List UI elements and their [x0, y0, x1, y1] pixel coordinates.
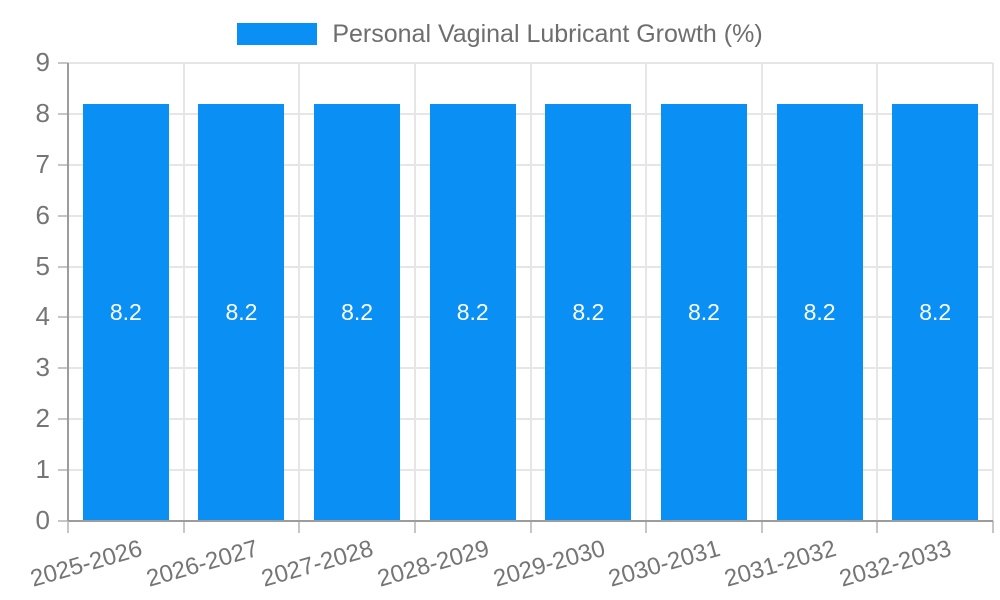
y-tick-mark	[58, 469, 68, 472]
x-tick-mark	[413, 521, 416, 533]
bar[interactable]: 8.2	[429, 103, 516, 521]
y-tick-mark	[58, 520, 68, 522]
x-tick-mark	[760, 521, 763, 533]
chart-legend: Personal Vaginal Lubricant Growth (%)	[0, 19, 1000, 49]
y-tick-mark	[58, 163, 68, 166]
y-tick-label: 4	[35, 301, 50, 332]
y-tick-mark	[58, 112, 68, 115]
bar[interactable]: 8.2	[892, 103, 979, 521]
x-tick-label: 2029-2030	[489, 535, 608, 593]
bar-value-label: 8.2	[341, 298, 374, 325]
y-tick-label: 9	[35, 46, 50, 77]
gridline-vertical	[876, 63, 879, 521]
y-tick-label: 7	[35, 148, 50, 179]
gridline-vertical	[992, 63, 994, 521]
bar-value-label: 8.2	[225, 298, 258, 325]
y-tick-label: 0	[35, 504, 50, 535]
gridline-vertical	[298, 63, 301, 521]
y-axis-line	[67, 63, 69, 521]
gridline-vertical	[645, 63, 648, 521]
bar-value-label: 8.2	[919, 298, 952, 325]
y-tick-mark	[58, 214, 68, 217]
bar[interactable]: 8.2	[545, 103, 632, 521]
bar[interactable]: 8.2	[314, 103, 401, 521]
bar[interactable]: 8.2	[660, 103, 747, 521]
y-tick-mark	[58, 62, 68, 64]
x-tick-mark	[67, 521, 69, 533]
bar-value-label: 8.2	[687, 298, 720, 325]
x-tick-label: 2025-2026	[27, 535, 146, 593]
y-tick-label: 6	[35, 199, 50, 230]
y-tick-mark	[58, 367, 68, 370]
gridline-vertical	[529, 63, 532, 521]
x-tick-label: 2030-2031	[605, 535, 724, 593]
y-tick-label: 2	[35, 403, 50, 434]
x-tick-label: 2027-2028	[258, 535, 377, 593]
bar[interactable]: 8.2	[198, 103, 285, 521]
bar-value-label: 8.2	[456, 298, 489, 325]
bar-value-label: 8.2	[109, 298, 142, 325]
plot-area: 0 1 2 3 4 5 6 7 8 9 8.2 8.2 8.2 8.2 8.2 8.2 8.2 8.2 2025-2…	[27, 47, 994, 593]
y-tick-label: 5	[35, 250, 50, 281]
x-tick-mark	[645, 521, 648, 533]
x-tick-mark	[529, 521, 532, 533]
bar-value-label: 8.2	[803, 298, 836, 325]
legend-label[interactable]: Personal Vaginal Lubricant Growth (%)	[332, 20, 763, 48]
x-axis-line	[68, 520, 993, 522]
x-tick-mark	[182, 521, 185, 533]
gridline-vertical	[760, 63, 763, 521]
y-tick-label: 1	[35, 453, 50, 484]
bar[interactable]: 8.2	[776, 103, 863, 521]
x-tick-mark	[992, 521, 994, 533]
x-tick-mark	[876, 521, 879, 533]
y-tick-label: 8	[35, 97, 50, 128]
x-tick-label: 2026-2027	[143, 535, 261, 593]
x-tick-label: 2028-2029	[374, 535, 493, 593]
x-tick-label: 2031-2032	[721, 535, 840, 593]
bar[interactable]: 8.2	[82, 103, 169, 521]
legend-swatch[interactable]	[237, 23, 318, 45]
gridline-vertical	[413, 63, 416, 521]
y-tick-label: 3	[35, 352, 50, 383]
y-tick-mark	[58, 265, 68, 268]
x-tick-mark	[298, 521, 301, 533]
bar-value-label: 8.2	[572, 298, 605, 325]
y-tick-mark	[58, 418, 68, 421]
x-tick-label: 2032-2033	[836, 535, 955, 593]
gridline-vertical	[182, 63, 185, 521]
y-tick-mark	[58, 316, 68, 319]
